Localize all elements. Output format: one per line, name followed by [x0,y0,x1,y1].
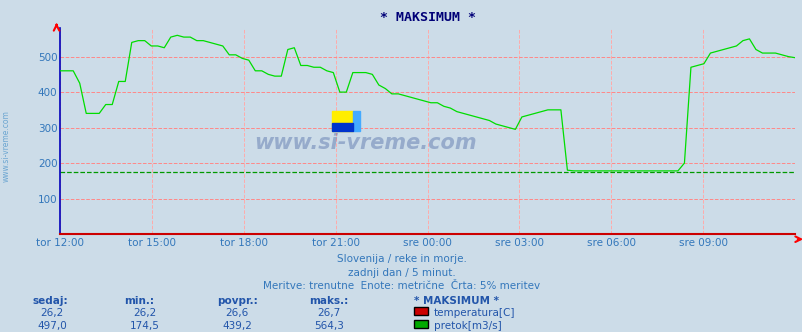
Text: povpr.:: povpr.: [217,296,257,306]
Text: www.si-vreme.com: www.si-vreme.com [253,133,476,153]
Bar [332,123,352,131]
Text: 174,5: 174,5 [129,321,160,331]
Text: pretok[m3/s]: pretok[m3/s] [433,321,500,331]
Bar [332,111,352,131]
Text: maks.:: maks.: [309,296,348,306]
Text: * MAKSIMUM *: * MAKSIMUM * [413,296,498,306]
Text: Slovenija / reke in morje.: Slovenija / reke in morje. [336,254,466,264]
Text: 26,6: 26,6 [225,308,248,318]
Text: 26,2: 26,2 [133,308,156,318]
Text: 26,7: 26,7 [318,308,340,318]
Text: www.si-vreme.com: www.si-vreme.com [2,110,11,182]
Title: * MAKSIMUM *: * MAKSIMUM * [379,11,475,24]
Text: 564,3: 564,3 [314,321,344,331]
Text: Meritve: trenutne  Enote: metrične  Črta: 5% meritev: Meritve: trenutne Enote: metrične Črta: … [262,281,540,291]
Text: 439,2: 439,2 [221,321,252,331]
Text: zadnji dan / 5 minut.: zadnji dan / 5 minut. [347,268,455,278]
Text: min.:: min.: [124,296,154,306]
Text: sedaj:: sedaj: [32,296,67,306]
Text: 26,2: 26,2 [41,308,63,318]
Text: 497,0: 497,0 [37,321,67,331]
Text: temperatura[C]: temperatura[C] [433,308,514,318]
Bar [352,111,359,131]
